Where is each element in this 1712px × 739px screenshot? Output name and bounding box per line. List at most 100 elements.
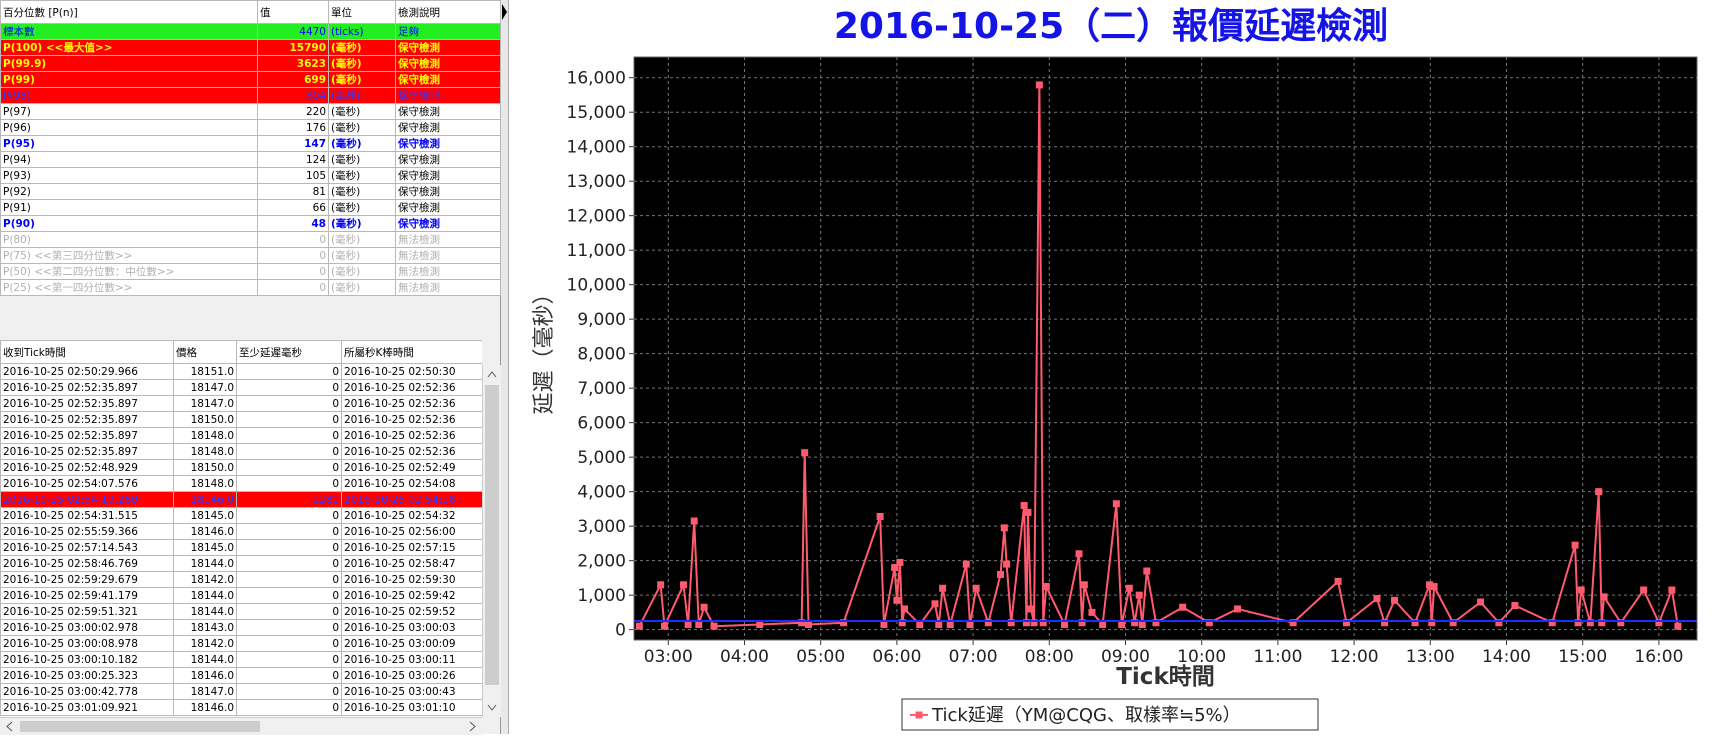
- column-header: 百分位數 [P(n)]: [0, 0, 258, 24]
- chart: 2016-10-25（二）報價延遲檢測 0 1,000 2,000 3,000 4,000…: [532, 5, 1698, 731]
- x-tick-label: 14:00: [1482, 647, 1531, 667]
- table-cell: (毫秒): [328, 247, 396, 264]
- table-row: 2016-10-25 02:54:31.515 18145.0 0 2016-10-2…: [0, 507, 482, 524]
- table-cell: 18144.0: [173, 587, 237, 604]
- table-cell: 2016-10-25 02:52:35.897: [0, 395, 174, 412]
- table-cell: 0: [257, 231, 329, 248]
- point-marker: [1118, 620, 1126, 628]
- point-marker: [1640, 586, 1648, 594]
- y-tick-label: 16,000: [567, 69, 626, 89]
- x-tick-label: 10:00: [1177, 647, 1226, 667]
- table-cell: 18144.0: [173, 603, 237, 620]
- y-tick-label: 13,000: [567, 172, 626, 192]
- point-marker: [1131, 619, 1139, 627]
- table-cell: P(97): [0, 103, 258, 120]
- point-marker: [939, 584, 947, 592]
- table-cell: 105: [257, 167, 329, 184]
- table-cell: 18151.0: [173, 363, 237, 380]
- point-marker: [1428, 619, 1436, 627]
- table-cell: 0: [236, 539, 342, 556]
- table-cell: (毫秒): [328, 167, 396, 184]
- table-cell: 18147.0: [173, 379, 237, 396]
- table-row: 2016-10-25 02:55:59.366 18146.0 0 2016-10-2…: [0, 523, 482, 540]
- table-cell: 18150.0: [173, 459, 237, 476]
- table-cell: 220: [257, 103, 329, 120]
- point-marker: [1449, 619, 1457, 627]
- point-marker: [984, 619, 992, 627]
- table-row: P(97) 220 (毫秒) 保守檢測: [0, 103, 501, 120]
- table-cell: 0: [236, 427, 342, 444]
- table-cell: 2016-10-25 03:00:26: [341, 667, 482, 684]
- point-marker: [1035, 81, 1043, 89]
- point-marker: [962, 560, 970, 568]
- x-tick-label: 04:00: [720, 647, 769, 667]
- y-tick-label: 15,000: [567, 103, 626, 123]
- point-marker: [1022, 619, 1030, 627]
- horizontal-scrollbar[interactable]: [0, 717, 482, 735]
- table-cell: 0: [236, 379, 342, 396]
- point-marker: [1039, 619, 1047, 627]
- column-header: 單位: [328, 0, 396, 24]
- point-marker: [1080, 581, 1088, 589]
- table-cell: P(91): [0, 199, 258, 216]
- table-cell: (毫秒): [328, 119, 396, 136]
- y-tick-label: 12,000: [567, 207, 626, 227]
- point-marker: [1234, 605, 1242, 613]
- scroll-arrows: [485, 371, 499, 711]
- header-row: 百分位數 [P(n)] 值單位 檢測說明: [0, 0, 501, 24]
- splitter[interactable]: [501, 0, 509, 734]
- table-cell: 保守檢測: [395, 215, 501, 232]
- scroll-arrows: [6, 721, 476, 732]
- table-cell: 18144.0: [173, 651, 237, 668]
- table-cell: 2016-10-25 03:00:42.778: [0, 683, 174, 700]
- table-cell: 2016-10-25 03:01:09.921: [0, 699, 174, 716]
- table-cell: 2016-10-25 02:52:35.897: [0, 443, 174, 460]
- table-cell: 18142.0: [173, 635, 237, 652]
- table-cell: (毫秒): [328, 151, 396, 168]
- table-cell: 0: [236, 523, 342, 540]
- table-row: 2016-10-25 02:57:14.543 18145.0 0 2016-10-2…: [0, 539, 482, 556]
- table-cell: 2016-10-25 03:00:11: [341, 651, 482, 668]
- legend-box: [901, 698, 1319, 731]
- point-marker: [1020, 501, 1028, 509]
- table-cell: 保守檢測: [395, 167, 501, 184]
- table-cell: 保守檢測: [395, 55, 501, 72]
- table-cell: 0: [236, 475, 342, 492]
- point-marker: [660, 622, 668, 630]
- table-cell: P(99): [0, 71, 258, 88]
- point-marker: [1075, 550, 1083, 558]
- table-row: P(80) 0 (毫秒) 無法檢測: [0, 231, 501, 248]
- table-cell: 0: [257, 263, 329, 280]
- table-cell: 保守檢測: [395, 87, 501, 104]
- point-marker: [1655, 619, 1663, 627]
- y-tick-label: 4,000: [577, 483, 626, 503]
- point-marker: [1390, 596, 1398, 604]
- table-cell: 2016-10-25 03:01:10: [341, 699, 482, 716]
- table-cell: 81: [257, 183, 329, 200]
- point-marker: [756, 620, 764, 628]
- y-tick-label: 11,000: [567, 241, 626, 261]
- point-marker: [876, 513, 884, 521]
- vertical-scrollbar[interactable]: [482, 365, 501, 717]
- point-marker: [695, 620, 703, 628]
- table-cell: 保守檢測: [395, 39, 501, 56]
- point-marker: [680, 581, 688, 589]
- point-marker: [700, 603, 708, 611]
- point-marker: [1078, 619, 1086, 627]
- table-cell: (毫秒): [328, 231, 396, 248]
- point-marker: [1342, 619, 1350, 627]
- table-cell: 無法檢測: [395, 263, 501, 280]
- table-cell: 2016-10-25 02:59:41.179: [0, 587, 174, 604]
- table-row: 2016-10-25 02:58:46.769 18144.0 0 2016-10-2…: [0, 555, 482, 572]
- table-cell: 2016-10-25 02:58:46.769: [0, 555, 174, 572]
- table-row: 2016-10-25 02:52:35.897 18147.0 0 2016-10-2…: [0, 395, 482, 412]
- table-cell: 無法檢測: [395, 247, 501, 264]
- point-marker: [798, 619, 806, 627]
- table-cell: (毫秒): [328, 55, 396, 72]
- point-marker: [1600, 593, 1608, 601]
- point-marker: [1617, 619, 1625, 627]
- x-tick-label: 08:00: [1025, 647, 1074, 667]
- point-marker: [946, 620, 954, 628]
- table-row: 2016-10-25 02:50:29.966 18151.0 0 2016-10-2…: [0, 363, 482, 380]
